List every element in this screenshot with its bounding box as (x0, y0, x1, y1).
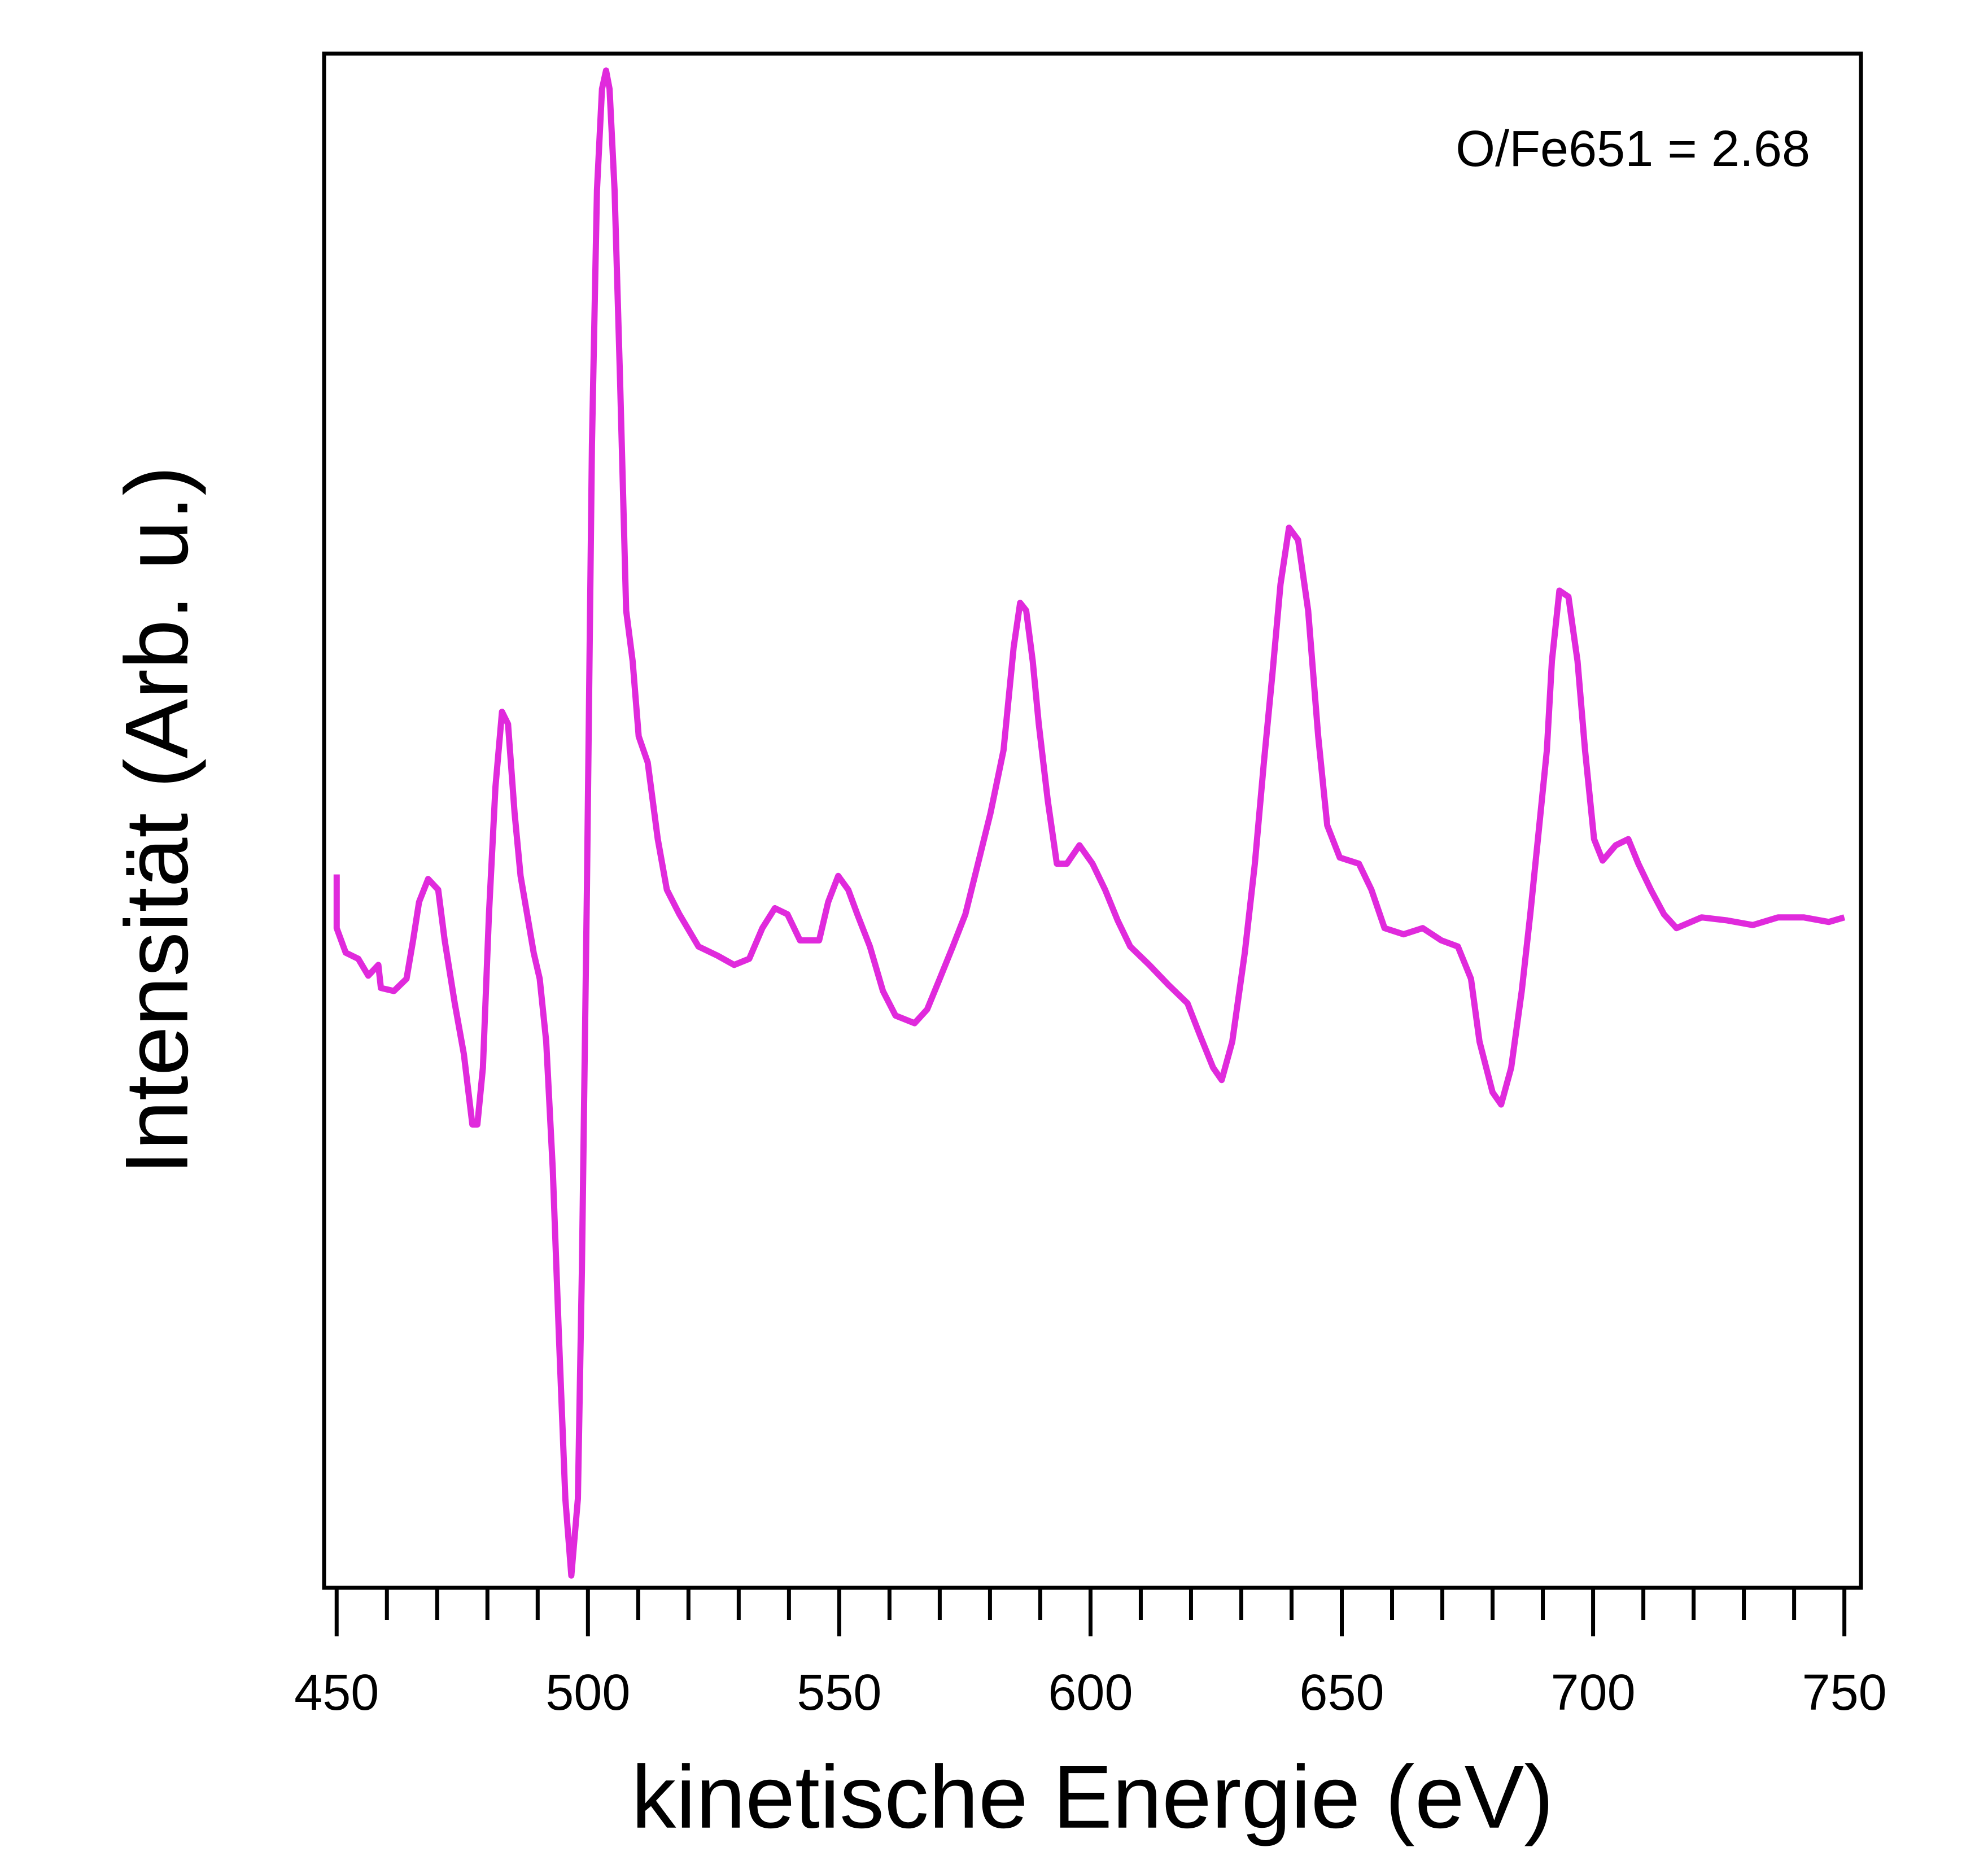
x-tick-label: 700 (1550, 1665, 1635, 1721)
y-axis-title: Intensität (Arb. u.) (107, 466, 207, 1175)
x-tick-label: 600 (1048, 1665, 1133, 1721)
x-tick-label: 750 (1802, 1665, 1887, 1721)
x-tick-label: 550 (797, 1665, 881, 1721)
spectrum-line (333, 67, 1846, 1579)
x-tick-label: 500 (545, 1665, 630, 1721)
x-axis-title: kinetische Energie (eV) (631, 1748, 1553, 1847)
x-tick-label: 450 (294, 1665, 379, 1721)
x-tick-label: 650 (1299, 1665, 1384, 1721)
annotation: O/Fe651 = 2.68 (1456, 121, 1810, 177)
plot-frame (322, 51, 1863, 1590)
